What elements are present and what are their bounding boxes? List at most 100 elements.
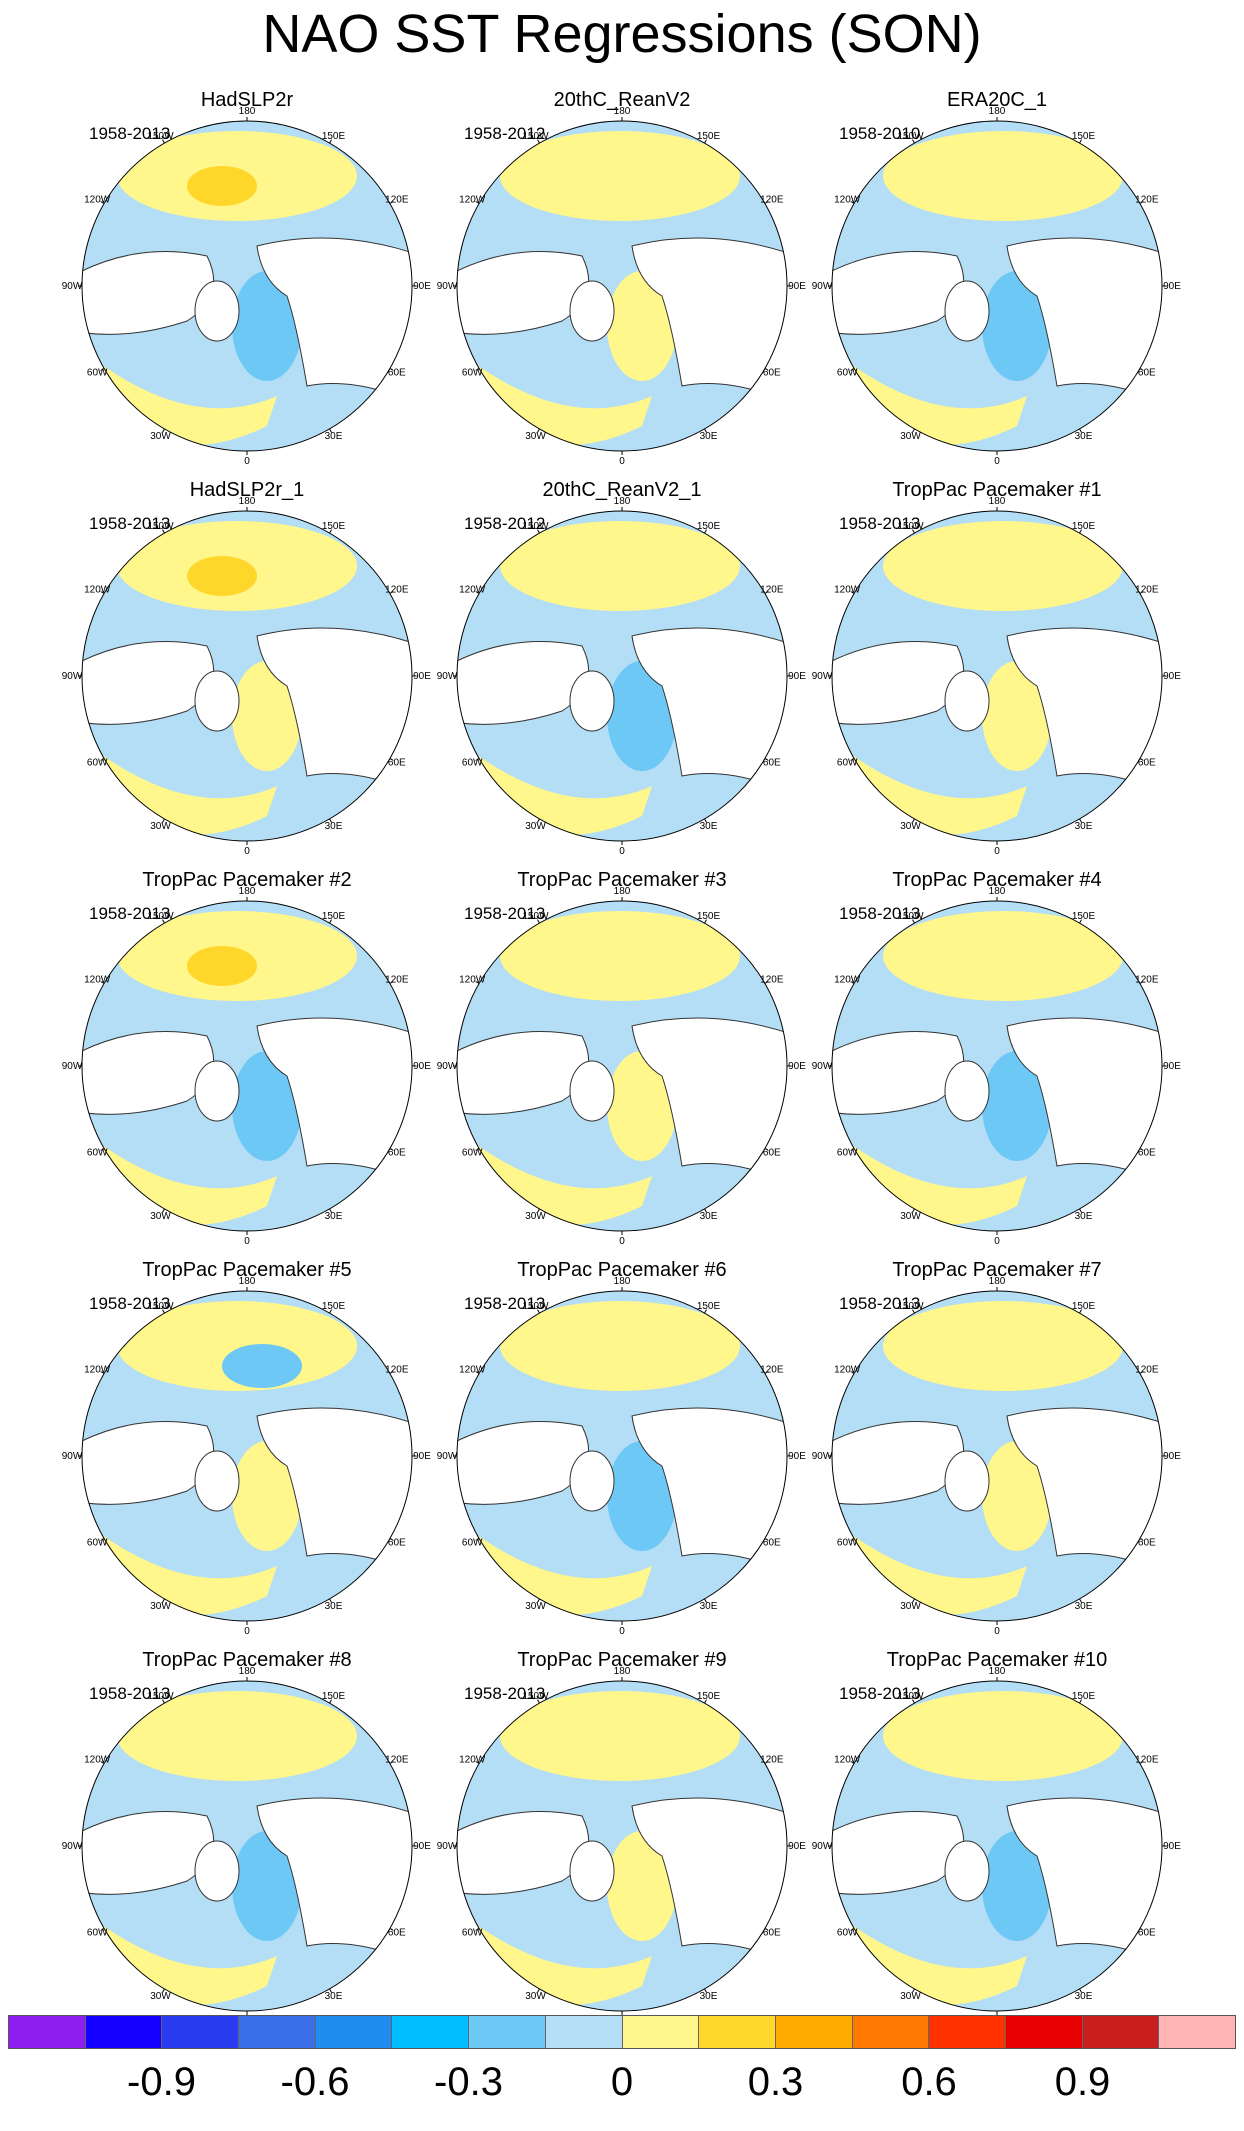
longitude-label: 90E: [1163, 1841, 1181, 1852]
longitude-label: 180: [989, 886, 1006, 897]
longitude-label: 90W: [62, 281, 83, 292]
longitude-label: 90W: [437, 1451, 458, 1462]
longitude-label: 150E: [697, 131, 721, 142]
panel-title: TropPac Pacemaker #8: [142, 1649, 352, 1671]
longitude-label: 0: [994, 456, 1000, 467]
colorbar-tick-label: 0.6: [901, 2060, 957, 2104]
longitude-label: 150W: [147, 521, 174, 532]
longitude-label: 30W: [525, 821, 546, 832]
longitude-label: 90E: [413, 281, 431, 292]
panel-period: 1958-2013: [839, 904, 921, 923]
panel-title: TropPac Pacemaker #6: [517, 1259, 727, 1281]
longitude-label: 150W: [897, 1691, 924, 1702]
longitude-label: 120W: [84, 1755, 111, 1766]
longitude-label: 30W: [150, 821, 171, 832]
longitude-label: 150E: [1072, 1301, 1096, 1312]
panel-period: 1958-2013: [89, 1684, 171, 1703]
longitude-label: 180: [239, 106, 256, 117]
panel-title: TropPac Pacemaker #4: [892, 869, 1102, 891]
longitude-label: 150E: [322, 1301, 346, 1312]
longitude-label: 150E: [697, 1301, 721, 1312]
longitude-label: 150W: [147, 911, 174, 922]
longitude-label: 120E: [385, 975, 409, 986]
longitude-label: 60E: [388, 368, 406, 379]
longitude-label: 120W: [84, 585, 111, 596]
colorbar-box: [775, 2016, 853, 2048]
longitude-label: 60E: [388, 1928, 406, 1939]
longitude-label: 120W: [459, 1755, 486, 1766]
panel-title: TropPac Pacemaker #5: [142, 1259, 352, 1281]
longitude-label: 30E: [325, 821, 343, 832]
longitude-label: 60E: [763, 368, 781, 379]
panel-title: TropPac Pacemaker #7: [892, 1259, 1102, 1281]
longitude-label: 90E: [1163, 281, 1181, 292]
longitude-label: 30W: [900, 1601, 921, 1612]
longitude-label: 120E: [385, 195, 409, 206]
colorbar-box: [392, 2016, 470, 2048]
longitude-label: 90E: [1163, 1061, 1181, 1072]
map-panel: TropPac Pacemaker #3 180 150E 120E 90E 60E 30E…: [422, 868, 822, 1268]
colorbar-box: [545, 2016, 623, 2048]
longitude-label: 0: [244, 456, 250, 467]
longitude-label: 0: [244, 1236, 250, 1247]
longitude-label: 60E: [1138, 1538, 1156, 1549]
longitude-label: 30E: [1075, 821, 1093, 832]
longitude-label: 90E: [788, 1841, 806, 1852]
longitude-label: 60E: [1138, 368, 1156, 379]
map-panel: ERA20C_1 180 150E 120E 90E 60E 30E 0 30W 60W 90W 12…: [797, 88, 1197, 488]
map-panel: 20thC_ReanV2_1 180 150E 120E 90E 60E 30E 0 30W 60…: [422, 478, 822, 878]
panel-period: 1958-2013: [464, 904, 546, 923]
colorbar-tick-label: -0.6: [280, 2060, 350, 2104]
longitude-label: 90W: [437, 671, 458, 682]
longitude-label: 30E: [1075, 1211, 1093, 1222]
longitude-label: 0: [244, 846, 250, 857]
longitude-label: 150W: [147, 1691, 174, 1702]
longitude-label: 60W: [462, 1928, 483, 1939]
longitude-label: 120W: [834, 1365, 861, 1376]
longitude-label: 30E: [700, 1211, 718, 1222]
colorbar-box: [239, 2016, 316, 2048]
longitude-label: 0: [619, 1626, 625, 1637]
colorbar-box: [162, 2016, 240, 2048]
longitude-label: 150E: [1072, 1691, 1096, 1702]
panel-period: 1958-2012: [464, 514, 546, 533]
longitude-label: 60E: [763, 1538, 781, 1549]
panel-title: TropPac Pacemaker #3: [517, 869, 727, 891]
longitude-label: 120W: [459, 1365, 486, 1376]
longitude-label: 180: [239, 496, 256, 507]
map-panel: HadSLP2r 180 150E 120E 90E 60E 30E 0 30W 60W 90W 12…: [47, 88, 447, 488]
longitude-label: 30E: [325, 1991, 343, 2002]
longitude-label: 60E: [388, 1148, 406, 1159]
panel-period: 1958-2013: [89, 514, 171, 533]
longitude-label: 0: [994, 846, 1000, 857]
panel-title: TropPac Pacemaker #9: [517, 1649, 727, 1671]
longitude-label: 60E: [1138, 758, 1156, 769]
longitude-label: 120E: [1135, 975, 1159, 986]
colorbar-box: [1159, 2016, 1235, 2048]
longitude-label: 30E: [325, 1211, 343, 1222]
longitude-label: 120E: [385, 585, 409, 596]
panel-period: 1958-2013: [464, 1294, 546, 1313]
longitude-label: 30E: [700, 821, 718, 832]
longitude-label: 150E: [1072, 911, 1096, 922]
longitude-label: 180: [614, 1666, 631, 1677]
longitude-label: 60W: [87, 758, 108, 769]
longitude-label: 30W: [525, 1991, 546, 2002]
longitude-label: 120W: [84, 975, 111, 986]
longitude-label: 60E: [763, 1148, 781, 1159]
longitude-label: 60E: [763, 1928, 781, 1939]
map-panel: TropPac Pacemaker #8 180 150E 120E 90E 60E 30E…: [47, 1648, 447, 2048]
longitude-label: 180: [239, 1276, 256, 1287]
longitude-label: 120W: [834, 585, 861, 596]
map-panel: TropPac Pacemaker #5 180 150E 120E 90E 60E 30E…: [47, 1258, 447, 1658]
panel-period: 1958-2010: [839, 124, 921, 143]
longitude-label: 90E: [1163, 1451, 1181, 1462]
longitude-label: 0: [619, 456, 625, 467]
